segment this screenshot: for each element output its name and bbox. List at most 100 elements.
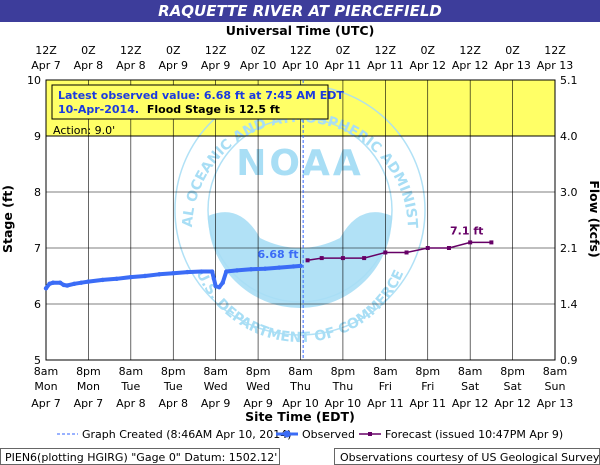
observed-point (61, 282, 66, 288)
forecast-point (319, 256, 324, 261)
x-top-tick-time: 12Z (35, 44, 57, 57)
x-top-tick-time: 0Z (420, 44, 435, 57)
forecast-point (305, 258, 310, 263)
forecast-value-label: 7.1 ft (450, 224, 483, 237)
x-bottom-tick-date: Apr 13 (537, 397, 574, 410)
x-bottom-tick-date: Apr 9 (201, 397, 231, 410)
x-bottom-tick-date: Apr 8 (116, 397, 146, 410)
observed-point (211, 276, 217, 281)
x-bottom-tick-day: Mon (77, 380, 100, 393)
x-top-tick-date: Apr 11 (367, 59, 404, 72)
x-bottom-tick-date: Apr 9 (243, 397, 273, 410)
x-bottom-tick-time: 8pm (331, 365, 356, 378)
x-top-tick-date: Apr 9 (158, 59, 188, 72)
observed-point (100, 277, 105, 283)
observed-point (65, 283, 70, 288)
forecast-point (362, 256, 367, 261)
x-bottom-tick-day: Thu (332, 380, 354, 393)
flood-stage-text: Flood Stage is 12.5 ft (147, 103, 280, 116)
observed-point (50, 280, 56, 285)
x-bottom-tick-time: 8pm (415, 365, 440, 378)
grid (45, 79, 556, 361)
latest-observed-box (51, 84, 329, 120)
forecast-point (425, 246, 430, 250)
x-bottom-tick-date: Apr 12 (452, 397, 489, 410)
forecast-point (489, 240, 494, 245)
observed-point (47, 281, 52, 287)
observed-point (156, 272, 162, 277)
x-bottom-tick-date: Apr 12 (494, 397, 531, 410)
legend-observed-marker (283, 430, 291, 438)
x-bottom-tick-date: Apr 7 (74, 397, 104, 410)
x-top-tick-date: Apr 7 (31, 59, 61, 72)
x-top-tick-time: 12Z (544, 44, 566, 57)
forecast-point (404, 250, 409, 255)
top-axis-title: Universal Time (UTC) (226, 23, 375, 38)
observed-point (79, 280, 84, 285)
x-bottom-tick-date: Apr 11 (409, 397, 446, 410)
x-top-tick-date: Apr 10 (282, 59, 319, 72)
y2-tick-label: 3.0 (560, 186, 578, 199)
x-bottom-tick-time: 8am (373, 365, 397, 378)
forecast-point (340, 256, 345, 261)
observed-point (220, 280, 225, 285)
x-top-tick-date: Apr 8 (74, 59, 104, 72)
observed-point (185, 269, 190, 275)
x-bottom-tick-date: Apr 7 (31, 397, 61, 410)
x-top-tick-time: 0Z (166, 44, 181, 57)
x-bottom-tick-day: Fri (379, 380, 392, 393)
observed-point (171, 271, 176, 276)
title-bar (0, 0, 600, 22)
action-stage-label: Action: 9.0' (53, 124, 115, 137)
series-layer: 6.68 ft 7.1 ft (43, 80, 494, 360)
observed-value-label: 6.68 ft (257, 248, 298, 261)
right-axis-title: Flow (kcfs) (587, 180, 600, 257)
observed-point (209, 269, 215, 274)
x-top-tick-time: 0Z (81, 44, 96, 57)
footer-datum-text: PIEN6(plotting HGIRG) "Gage 0" Datum: 15… (5, 451, 277, 464)
observed-point (142, 273, 148, 279)
y-tick-label: 9 (34, 130, 41, 143)
y-tick-label: 5 (34, 354, 41, 367)
x-bottom-tick-day: Sat (504, 380, 523, 393)
x-top-tick-time: 12Z (290, 44, 312, 57)
observed-point (277, 265, 282, 270)
x-top-tick-time: 0Z (336, 44, 351, 57)
x-bottom-tick-time: 8am (288, 365, 312, 378)
bottom-axis-title: Site Time (EDT) (245, 409, 355, 424)
left-axis-title: Stage (ft) (0, 185, 15, 253)
observed-point (72, 281, 77, 287)
x-top-tick-date: Apr 12 (409, 59, 446, 72)
observed-point (298, 263, 303, 269)
tick-labels: 5 6 7 8 9 10 0.9 1.4 2.1 3.0 4.0 5.1 12Z Apr 7 0Z Apr 8… (27, 44, 578, 410)
legend: Graph Created (8:46AM Apr 10, 2014) Obse… (57, 428, 563, 441)
x-top-tick-time: 12Z (459, 44, 481, 57)
x-bottom-tick-time: 8pm (76, 365, 101, 378)
y-tick-label: 10 (27, 74, 41, 87)
forecast-series-line (307, 241, 492, 262)
observed-point (114, 276, 119, 281)
observed-point (86, 279, 91, 284)
y-tick-label: 8 (34, 186, 41, 199)
y2-tick-label: 2.1 (560, 242, 578, 255)
forecast-point (446, 246, 451, 250)
x-bottom-tick-time: 8am (34, 365, 58, 378)
chart-title: RAQUETTE RIVER AT PIERCEFIELD (158, 2, 442, 20)
observed-point (213, 283, 218, 289)
y2-tick-label: 1.4 (560, 298, 578, 311)
x-bottom-tick-time: 8am (119, 365, 143, 378)
plot-border (45, 79, 556, 361)
x-top-tick-time: 0Z (505, 44, 520, 57)
y2-tick-label: 4.0 (560, 130, 578, 143)
legend-observed-label: Observed (302, 428, 355, 441)
observed-point (262, 266, 268, 271)
x-top-tick-date: Apr 11 (325, 59, 362, 72)
observed-point (199, 269, 204, 274)
x-bottom-tick-time: 8pm (161, 365, 186, 378)
observed-point (248, 267, 254, 272)
x-bottom-tick-day: Sun (545, 380, 566, 393)
x-top-tick-date: Apr 10 (240, 59, 277, 72)
y-tick-label: 6 (34, 298, 41, 311)
